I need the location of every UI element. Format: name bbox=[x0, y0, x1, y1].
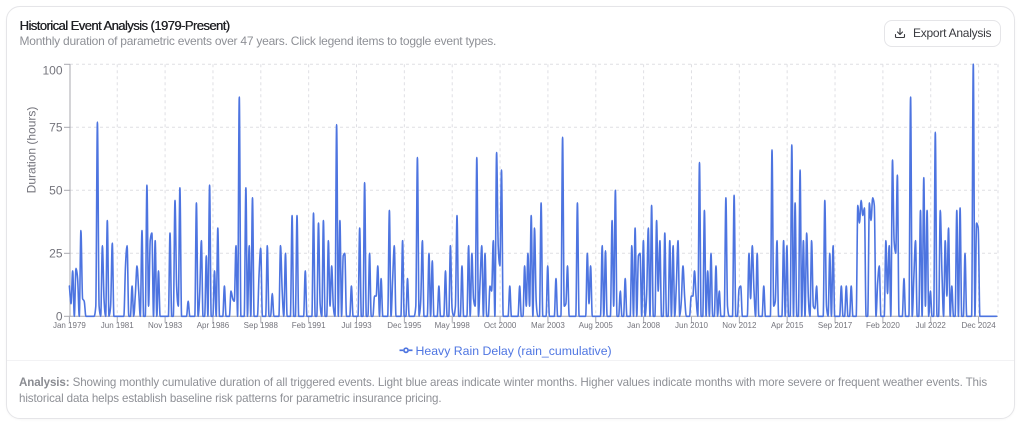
svg-text:Dec 2024: Dec 2024 bbox=[961, 321, 996, 330]
svg-text:Jun 2010: Jun 2010 bbox=[675, 321, 708, 330]
svg-text:50: 50 bbox=[49, 184, 63, 198]
svg-text:Nov 1983: Nov 1983 bbox=[148, 321, 183, 330]
svg-text:Jun 1981: Jun 1981 bbox=[101, 321, 134, 330]
svg-text:Heavy Rain Delay (rain_cumulat: Heavy Rain Delay (rain_cumulative) bbox=[416, 344, 612, 358]
svg-text:0: 0 bbox=[56, 310, 63, 324]
svg-text:Jan 2008: Jan 2008 bbox=[627, 321, 660, 330]
svg-text:Duration (hours): Duration (hours) bbox=[25, 107, 39, 194]
svg-text:Feb 1991: Feb 1991 bbox=[292, 321, 326, 330]
svg-text:May 1998: May 1998 bbox=[435, 321, 471, 330]
svg-text:100: 100 bbox=[42, 63, 62, 77]
svg-text:25: 25 bbox=[49, 247, 63, 261]
svg-text:Nov 2012: Nov 2012 bbox=[722, 321, 757, 330]
svg-text:Jul 1993: Jul 1993 bbox=[341, 321, 372, 330]
svg-text:Oct 2000: Oct 2000 bbox=[484, 321, 517, 330]
svg-text:Dec 1995: Dec 1995 bbox=[387, 321, 422, 330]
svg-text:Apr 1986: Apr 1986 bbox=[197, 321, 230, 330]
svg-text:75: 75 bbox=[49, 121, 63, 135]
svg-text:Sep 2017: Sep 2017 bbox=[818, 321, 853, 330]
svg-text:Aug 2005: Aug 2005 bbox=[579, 321, 614, 330]
svg-text:Feb 2020: Feb 2020 bbox=[866, 321, 900, 330]
svg-text:Jan 1979: Jan 1979 bbox=[53, 321, 86, 330]
svg-text:Jul 2022: Jul 2022 bbox=[916, 321, 947, 330]
svg-text:Apr 2015: Apr 2015 bbox=[771, 321, 804, 330]
svg-text:Sep 1988: Sep 1988 bbox=[244, 321, 279, 330]
svg-text:Mar 2003: Mar 2003 bbox=[531, 321, 565, 330]
